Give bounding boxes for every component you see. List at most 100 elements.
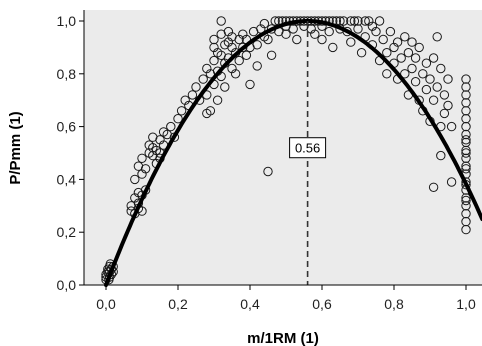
data-point (346, 16, 356, 26)
data-point (461, 153, 471, 164)
plot-area (84, 10, 482, 285)
data-point (259, 18, 270, 29)
data-point (443, 100, 453, 111)
data-point (155, 135, 165, 145)
x-tick-label: 1,0 (456, 296, 476, 312)
data-point (461, 90, 471, 100)
data-point (378, 34, 388, 45)
data-point (234, 55, 244, 66)
data-point (389, 42, 399, 53)
data-point (209, 55, 219, 66)
data-point (252, 40, 262, 50)
data-point (446, 177, 457, 187)
data-point (245, 79, 255, 90)
data-point (461, 129, 471, 140)
data-point (130, 174, 140, 185)
data-point (202, 108, 212, 119)
data-point (461, 135, 471, 145)
data-point (187, 90, 198, 100)
data-point (461, 224, 471, 235)
x-tick-label: 0,8 (384, 296, 404, 312)
data-point (356, 48, 367, 58)
data-point (374, 16, 385, 26)
fit-curve (104, 19, 482, 287)
data-point (140, 164, 151, 174)
data-point (288, 24, 298, 34)
data-point (382, 48, 392, 58)
y-axis-ticks: 0,0 0,2 0,4 0,6 0,8 1,0 (57, 13, 84, 293)
x-tick-label: 0,0 (96, 296, 116, 312)
data-point (461, 82, 471, 92)
reference-label: 0.56 (289, 137, 327, 159)
data-point (428, 182, 439, 193)
data-point (439, 108, 450, 119)
data-point (263, 34, 273, 45)
data-point (281, 29, 291, 39)
data-point (209, 34, 219, 45)
data-point (461, 164, 471, 174)
data-point (382, 69, 392, 79)
y-axis-title: P/Pmm (1) (7, 111, 24, 184)
data-point (266, 50, 277, 60)
data-point (364, 16, 374, 26)
data-point (432, 32, 442, 42)
x-tick-label: 0,6 (312, 296, 332, 312)
data-point (223, 37, 234, 47)
data-point (227, 63, 237, 74)
data-point (421, 84, 432, 95)
data-point (461, 148, 471, 158)
data-point (414, 42, 424, 53)
data-point (230, 69, 241, 79)
data-point (198, 74, 208, 84)
data-point (461, 121, 471, 132)
reference-label-box (289, 137, 327, 159)
data-point (212, 95, 223, 105)
reference-label-text: 0.56 (295, 141, 320, 156)
data-point (436, 150, 446, 161)
data-point (353, 16, 363, 26)
data-point (349, 16, 360, 26)
data-point (385, 26, 396, 37)
data-point (371, 26, 381, 37)
data-point (180, 95, 190, 105)
data-point (324, 26, 334, 37)
y-tick-label: 0,0 (57, 277, 77, 293)
data-point (216, 16, 226, 26)
x-axis-title: m/1RM (1) (247, 330, 319, 346)
data-point (252, 61, 262, 71)
x-tick-label: 0,4 (240, 296, 260, 312)
data-point (410, 53, 421, 63)
y-tick-label: 0,4 (57, 171, 77, 187)
data-point (443, 74, 453, 84)
data-point (428, 53, 439, 63)
data-point (407, 63, 417, 74)
data-point (317, 34, 327, 45)
data-point (439, 90, 450, 100)
y-tick-label: 1,0 (57, 13, 77, 29)
data-point (166, 121, 176, 132)
data-point (292, 34, 302, 45)
data-point (306, 24, 316, 34)
data-point (238, 29, 248, 39)
data-point (191, 82, 201, 92)
data-point (418, 69, 428, 79)
data-point (338, 16, 349, 26)
data-point (428, 95, 439, 105)
data-point (461, 106, 471, 116)
data-point (270, 16, 280, 26)
data-point (392, 37, 403, 47)
data-point (461, 201, 471, 211)
data-point (310, 29, 320, 39)
data-point (176, 106, 187, 116)
data-point (202, 63, 212, 74)
data-point (220, 82, 230, 92)
data-point (446, 121, 457, 132)
data-point (436, 63, 446, 74)
data-point (432, 82, 442, 92)
x-axis-ticks: 0,0 0,2 0,4 0,6 0,8 1,0 (96, 285, 476, 312)
data-point (425, 74, 435, 84)
data-point (263, 166, 273, 177)
y-tick-label: 0,6 (57, 119, 77, 135)
data-point (407, 37, 417, 47)
